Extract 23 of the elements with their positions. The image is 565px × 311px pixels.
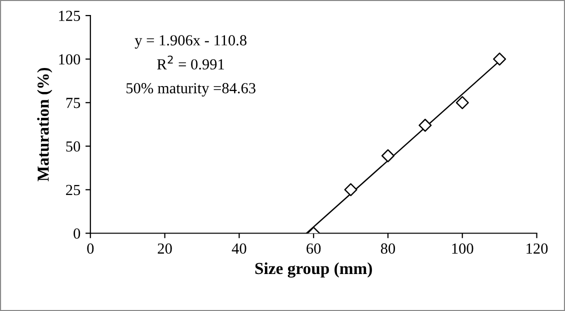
y-tick-label: 50 — [66, 141, 80, 152]
point — [456, 96, 469, 110]
annotation: R$^{2}$ = 0.991 — [157, 56, 224, 70]
annotation: y = 1.906x - 110.8 — [134, 35, 246, 49]
y-tick-label: 0 — [74, 228, 80, 239]
x-tick-label: 80 — [380, 243, 396, 254]
x-tick-label: 60 — [306, 243, 321, 254]
y-tick-label: 75 — [66, 98, 80, 108]
point — [418, 118, 432, 132]
y-tick-label: 125 — [59, 10, 80, 21]
point — [493, 52, 506, 66]
x-tick-label: 40 — [232, 243, 246, 254]
x-tick-label: 20 — [158, 243, 172, 254]
annotation: 50% maturity =84.63 — [126, 83, 256, 96]
point — [344, 183, 358, 196]
y-axis-title: Maturation (%) — [37, 68, 52, 182]
y-tick-label: 100 — [59, 54, 80, 65]
y-tick-label: 25 — [66, 184, 80, 196]
x-tick-label: 100 — [452, 243, 474, 254]
x-tick-label: 0 — [87, 243, 94, 254]
x-axis-title: Size group (mm) — [255, 262, 372, 278]
x-tick-label: 120 — [526, 243, 548, 254]
point — [381, 149, 394, 162]
